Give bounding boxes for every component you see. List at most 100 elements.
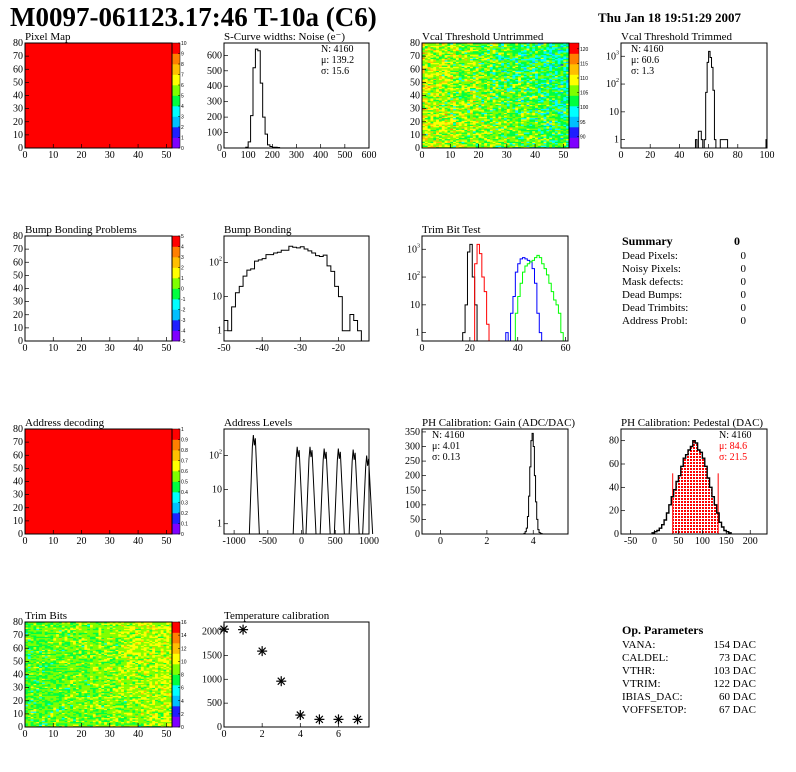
heatmap-cell [436,129,440,132]
heatmap-cell [515,65,519,67]
heatmap-cell [427,44,431,46]
heatmap-cell [540,137,544,140]
heatmap-cell [475,121,479,124]
heatmap-cell [523,140,527,142]
heatmap-cell [427,75,431,78]
heatmap-cell [492,58,496,61]
heatmap-cell [498,133,502,136]
heatmap-cell [472,44,477,46]
heatmap-cell [450,129,454,132]
heatmap-cell [444,109,448,112]
heatmap-cell [475,107,479,109]
heatmap-cell [455,78,460,81]
heatmap-cell [549,95,553,98]
heatmap-cell [526,54,530,57]
heatmap-cell [537,44,542,46]
heatmap-cell [532,99,536,102]
heatmap-cell [557,133,561,136]
heatmap-cell [470,136,474,138]
heatmap-cell [529,146,533,149]
heatmap-cell [25,715,29,717]
heatmap-cell [484,53,488,56]
heatmap-cell [481,85,485,87]
heatmap-cell [30,643,34,645]
heatmap-cell [27,631,31,633]
heatmap-cell [552,115,556,117]
heatmap-cell [464,124,468,126]
heatmap-cell [543,116,547,119]
heatmap-cell [470,124,474,126]
heatmap-cell [518,133,522,136]
heatmap-cell [557,92,561,95]
plot-frame [24,235,173,342]
heatmap-cell [563,108,567,111]
heatmap-cell [464,74,468,77]
heatmap-cell [467,107,471,109]
heatmap-cell [458,44,462,46]
heatmap-cell [526,82,530,84]
heatmap-cell [520,142,525,145]
heatmap-cell [455,52,460,54]
heatmap-cell [487,113,491,116]
x-tick-label: 0 [23,150,28,161]
heatmap-cell [540,77,544,79]
heatmap-cell [33,690,37,692]
heatmap-cell [549,133,553,136]
heatmap-cell [552,106,556,108]
heatmap-cell [489,88,493,91]
heatmap-cell [518,83,522,86]
heatmap-cell [503,90,508,92]
heatmap-cell [484,96,488,99]
x-tick-label: 0 [438,536,443,547]
heatmap-cell [523,98,527,100]
heatmap-cell [455,106,460,108]
heatmap-cell [433,137,437,140]
heatmap-cell [563,98,567,100]
heatmap-cell [33,695,37,698]
heatmap-cell [470,112,474,115]
heatmap-cell [467,116,471,119]
heatmap-cell [464,106,468,108]
heatmap-cell [433,117,437,120]
heatmap-cell [512,46,516,49]
heatmap-cell [436,144,440,146]
heatmap-cell [444,117,448,120]
heatmap-cell [554,115,558,117]
heatmap-cell [492,129,496,132]
heatmap-cell [464,43,468,45]
heatmap-cell [498,90,502,92]
heatmap-cell [520,96,525,99]
x-tick-label: 0 [420,343,425,354]
heatmap-cell [520,116,525,119]
heatmap-cell [495,87,499,90]
heatmap-cell [436,132,440,134]
heatmap-cell [470,65,474,67]
heatmap-cell [526,88,530,91]
heatmap-cell [543,95,547,98]
heatmap-cell [487,104,491,107]
heatmap-cell [447,121,451,124]
stats-line: N: 4160 [432,430,465,441]
heatmap-cell [461,120,465,123]
heatmap-cell [563,127,567,129]
heatmap-cell [433,103,437,105]
heatmap-cell [455,130,460,133]
heatmap-cell [520,109,525,112]
heatmap-cell [458,43,462,45]
heatmap-cell [470,138,474,141]
heatmap-cell [422,79,426,82]
heatmap-cell [433,43,437,45]
heatmap-cell [549,57,553,60]
heatmap-cell [436,43,440,45]
heatmap-cell [498,142,502,145]
heatmap-cell [557,107,561,109]
heatmap-cell [518,69,522,71]
heatmap-cell [520,141,525,144]
y-tick-label: 1 [614,135,619,146]
heatmap-cell [441,70,445,73]
heatmap-cell [444,140,448,142]
heatmap-cell [453,107,457,109]
heatmap-cell [498,82,502,84]
heatmap-cell [495,49,499,52]
heatmap-cell [560,64,564,66]
